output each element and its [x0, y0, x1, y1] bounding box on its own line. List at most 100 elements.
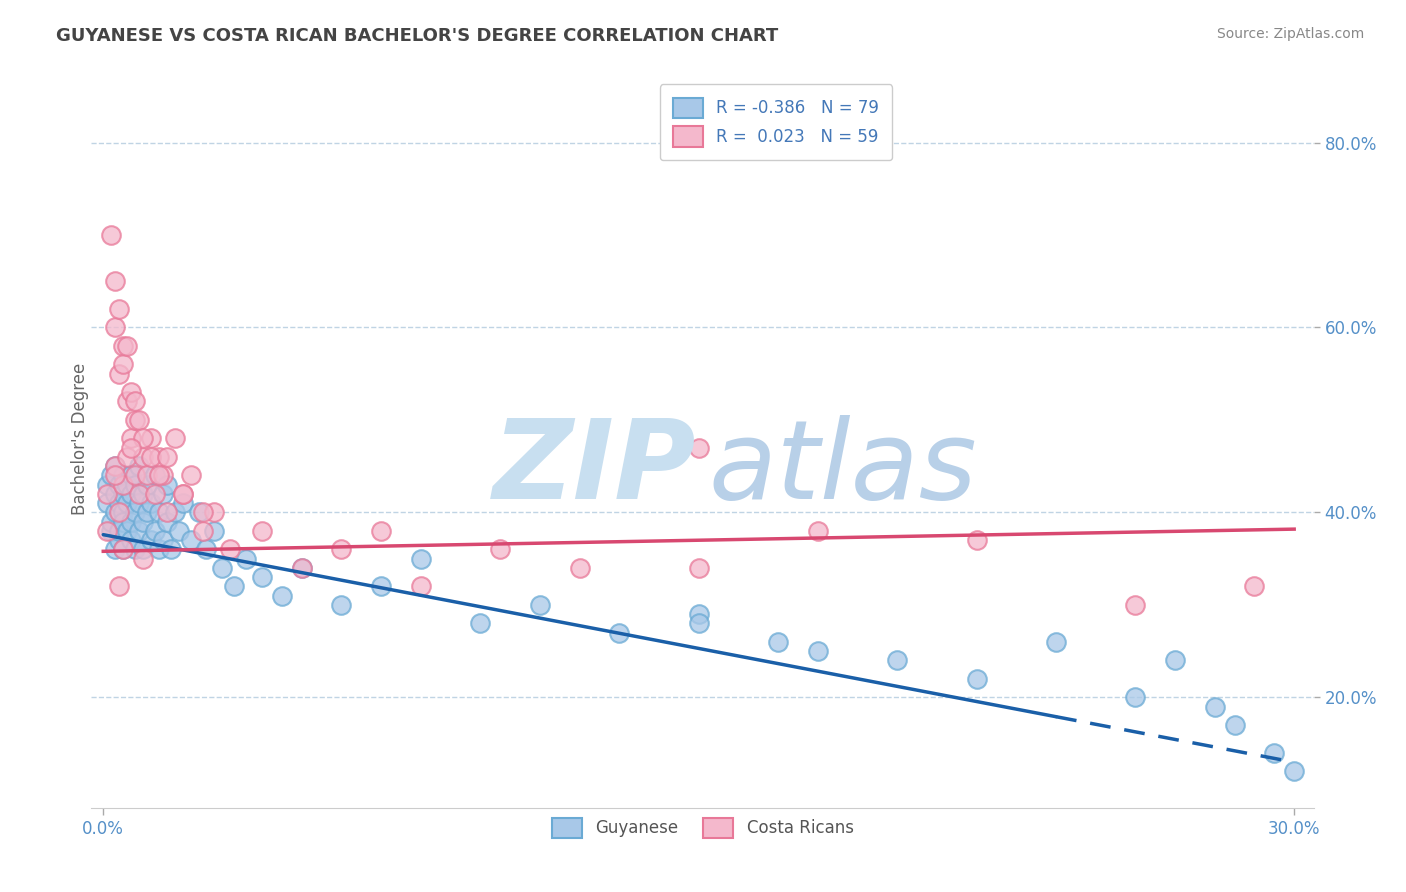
- Point: [1282, 764, 1305, 779]
- Point: [132, 515, 155, 529]
- Point: [330, 542, 353, 557]
- Point: [167, 524, 190, 538]
- Y-axis label: Bachelor's Degree: Bachelor's Degree: [72, 362, 89, 515]
- Point: [104, 459, 127, 474]
- Point: [409, 579, 432, 593]
- Point: [159, 542, 181, 557]
- Point: [807, 644, 830, 658]
- Point: [180, 533, 202, 548]
- Point: [156, 477, 179, 491]
- Point: [120, 533, 142, 548]
- Point: [120, 468, 142, 483]
- Point: [112, 339, 135, 353]
- Point: [409, 551, 432, 566]
- Point: [136, 506, 159, 520]
- Point: [1164, 653, 1187, 667]
- Point: [112, 542, 135, 557]
- Point: [128, 487, 150, 501]
- Point: [104, 542, 127, 557]
- Point: [143, 487, 166, 501]
- Point: [250, 570, 273, 584]
- Point: [330, 598, 353, 612]
- Point: [688, 441, 710, 455]
- Point: [124, 468, 146, 483]
- Point: [124, 542, 146, 557]
- Point: [96, 524, 118, 538]
- Point: [115, 477, 138, 491]
- Point: [100, 468, 122, 483]
- Point: [156, 506, 179, 520]
- Point: [470, 616, 492, 631]
- Point: [112, 515, 135, 529]
- Point: [108, 506, 131, 520]
- Point: [143, 468, 166, 483]
- Point: [370, 524, 392, 538]
- Point: [112, 487, 135, 501]
- Point: [529, 598, 551, 612]
- Point: [291, 561, 314, 575]
- Point: [250, 524, 273, 538]
- Point: [143, 524, 166, 538]
- Point: [1223, 718, 1246, 732]
- Point: [1125, 598, 1147, 612]
- Point: [211, 561, 233, 575]
- Point: [115, 524, 138, 538]
- Point: [132, 551, 155, 566]
- Point: [115, 496, 138, 510]
- Point: [136, 468, 159, 483]
- Point: [807, 524, 830, 538]
- Point: [163, 432, 186, 446]
- Point: [128, 413, 150, 427]
- Point: [108, 533, 131, 548]
- Point: [104, 274, 127, 288]
- Point: [163, 506, 186, 520]
- Point: [1125, 690, 1147, 705]
- Point: [1045, 635, 1067, 649]
- Point: [104, 487, 127, 501]
- Point: [202, 524, 225, 538]
- Point: [128, 459, 150, 474]
- Point: [108, 579, 131, 593]
- Point: [104, 506, 127, 520]
- Point: [152, 487, 174, 501]
- Point: [1243, 579, 1265, 593]
- Point: [1204, 699, 1226, 714]
- Text: ZIP: ZIP: [494, 415, 696, 522]
- Point: [112, 358, 135, 372]
- Point: [112, 477, 135, 491]
- Text: atlas: atlas: [709, 415, 977, 522]
- Point: [224, 579, 246, 593]
- Point: [120, 432, 142, 446]
- Point: [124, 413, 146, 427]
- Text: GUYANESE VS COSTA RICAN BACHELOR'S DEGREE CORRELATION CHART: GUYANESE VS COSTA RICAN BACHELOR'S DEGRE…: [56, 27, 779, 45]
- Point: [156, 515, 179, 529]
- Point: [108, 496, 131, 510]
- Point: [139, 496, 162, 510]
- Point: [132, 487, 155, 501]
- Point: [124, 394, 146, 409]
- Point: [148, 542, 170, 557]
- Point: [139, 533, 162, 548]
- Point: [148, 468, 170, 483]
- Point: [607, 625, 630, 640]
- Point: [191, 506, 214, 520]
- Point: [132, 542, 155, 557]
- Point: [108, 301, 131, 316]
- Point: [96, 487, 118, 501]
- Point: [219, 542, 242, 557]
- Point: [489, 542, 512, 557]
- Point: [202, 506, 225, 520]
- Point: [152, 468, 174, 483]
- Point: [152, 533, 174, 548]
- Point: [120, 385, 142, 400]
- Point: [270, 589, 292, 603]
- Point: [120, 487, 142, 501]
- Point: [132, 450, 155, 464]
- Point: [148, 450, 170, 464]
- Point: [688, 561, 710, 575]
- Point: [568, 561, 591, 575]
- Legend: Guyanese, Costa Ricans: Guyanese, Costa Ricans: [546, 811, 860, 845]
- Point: [100, 524, 122, 538]
- Point: [108, 524, 131, 538]
- Point: [128, 524, 150, 538]
